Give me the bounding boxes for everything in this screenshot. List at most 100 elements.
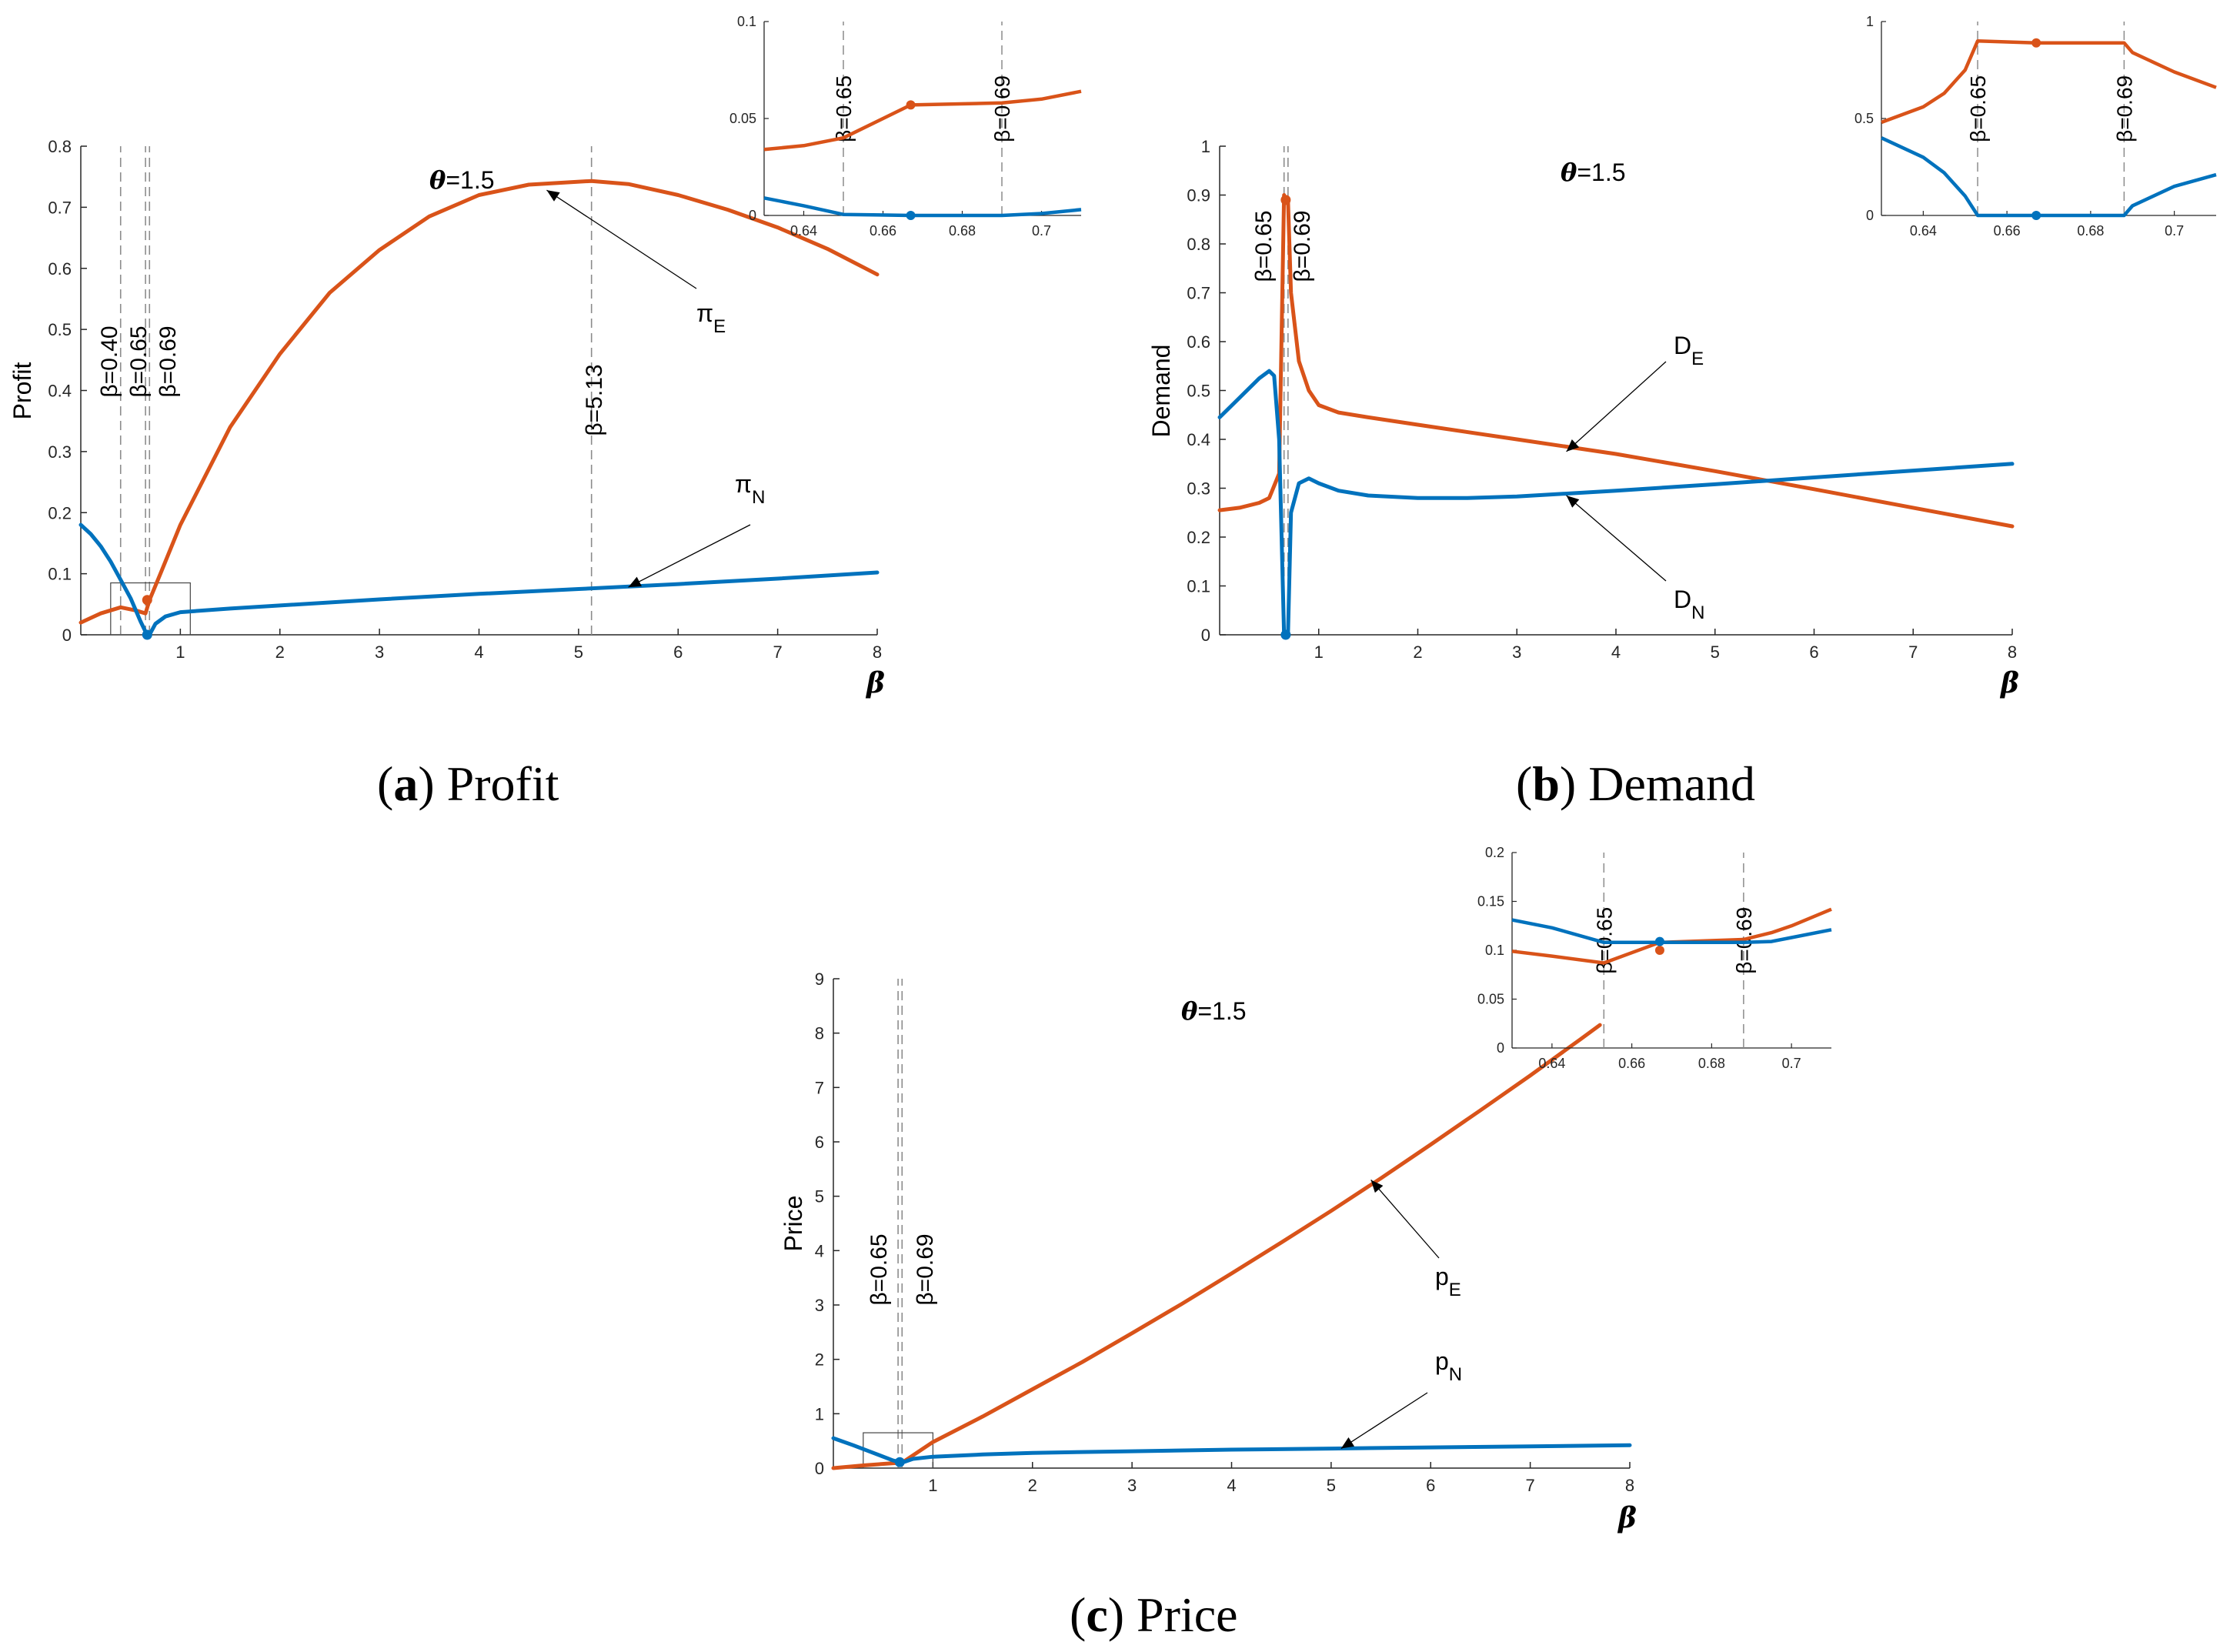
- vline-label: β=0.65: [866, 1233, 892, 1305]
- inset-x-tick-label: 0.64: [1910, 223, 1937, 239]
- vline-label: β=0.69: [1290, 210, 1315, 282]
- series-annotation: DN: [1674, 586, 1704, 623]
- y-tick-label: 0.8: [48, 137, 72, 156]
- annotation-subscript: E: [713, 316, 726, 337]
- inset-y-tick-label: 0.1: [1485, 943, 1504, 958]
- annotation-arrow: [546, 189, 697, 289]
- x-tick-label: 2: [275, 642, 285, 662]
- x-axis-label: β: [1617, 1502, 1637, 1534]
- caption-open: (: [1516, 756, 1532, 811]
- x-tick-label: 2: [1413, 642, 1422, 662]
- y-tick-label: 0.4: [1187, 430, 1210, 449]
- y-tick-label: 0.7: [48, 198, 72, 217]
- caption-text: Demand: [1588, 756, 1755, 811]
- y-axis-label: Price: [779, 1196, 807, 1252]
- y-tick-label: 0.2: [48, 503, 72, 522]
- arrow-head: [1566, 496, 1580, 508]
- vline-label: β=5.13: [582, 364, 607, 436]
- y-tick-label: 0: [1201, 626, 1210, 645]
- annotation-subscript: E: [1691, 349, 1704, 369]
- annotation-subscript: N: [1691, 602, 1704, 623]
- inset-y-tick-label: 1: [1866, 14, 1874, 29]
- inset-vline-label: β=0.69: [990, 75, 1014, 142]
- vline-label: β=0.69: [155, 325, 181, 397]
- theta-label: θ=1.5: [1181, 996, 1247, 1026]
- arrow-head: [1370, 1180, 1384, 1193]
- series-annotation: pE: [1435, 1263, 1461, 1300]
- caption-open: (: [1070, 1587, 1086, 1642]
- y-tick-label: 0.7: [1187, 284, 1210, 303]
- x-tick-label: 5: [574, 642, 583, 662]
- y-tick-label: 0.3: [1187, 479, 1210, 499]
- x-tick-label: 4: [1611, 642, 1621, 662]
- annotation-symbol: D: [1674, 586, 1691, 613]
- x-tick-label: 7: [773, 642, 783, 662]
- y-tick-label: 8: [815, 1024, 824, 1043]
- y-tick-label: 0.9: [1187, 186, 1210, 205]
- inset-series-line-N: [1881, 136, 2217, 218]
- inset-plot: 0.64 0.66 0.68 0.7 0 0.05 0.1 β=0.65 β=0.69: [729, 14, 1082, 239]
- vline-label: β=0.65: [126, 325, 152, 397]
- x-tick-label: 1: [175, 642, 185, 662]
- inset-marker-point-E: [906, 100, 916, 110]
- x-tick-label: 6: [1809, 642, 1818, 662]
- vline-label: β=0.69: [913, 1233, 938, 1305]
- y-tick-label: 0.2: [1187, 528, 1210, 547]
- inset-y-tick-label: 0: [1497, 1040, 1504, 1056]
- annotation-arrow: [1566, 495, 1667, 582]
- series-line-N: [78, 522, 880, 637]
- annotation-symbol: p: [1435, 1263, 1449, 1290]
- x-tick-label: 8: [1625, 1476, 1634, 1495]
- inset-vline-label: β=0.69: [2112, 75, 2136, 142]
- x-tick-label: 7: [1526, 1476, 1535, 1495]
- y-tick-label: 5: [815, 1187, 824, 1206]
- x-tick-label: 6: [673, 642, 683, 662]
- caption-close: ): [418, 756, 446, 811]
- inset-y-tick-label: 0.2: [1485, 845, 1504, 860]
- y-tick-label: 0.1: [1187, 577, 1210, 596]
- series-line-E: [78, 179, 880, 625]
- inset-y-tick-label: 0.1: [737, 14, 756, 29]
- y-axis-label: Profit: [8, 362, 36, 420]
- theta-symbol: θ: [1561, 158, 1577, 187]
- panel-caption: (b) Demand: [1516, 756, 1755, 811]
- marker-point-N: [1280, 629, 1291, 640]
- inset-vline-label: β=0.65: [1966, 75, 1990, 142]
- y-tick-label: 1: [1201, 137, 1210, 156]
- inset-marker-point-N: [906, 211, 916, 220]
- annotation-symbol: π: [735, 470, 752, 498]
- y-tick-label: 0.6: [1187, 332, 1210, 352]
- annotation-symbol: π: [696, 299, 713, 327]
- inset-plot: 0.64 0.66 0.68 0.7 0 0.5 1 β=0.65 β=0.69: [1854, 14, 2217, 239]
- caption-letter: a: [393, 756, 418, 811]
- annotation-arrow: [1340, 1392, 1428, 1450]
- marker-point-E: [1280, 195, 1291, 205]
- arrow-head: [546, 190, 560, 202]
- inset-series-line-N: [1511, 918, 1832, 945]
- inset-x-tick-label: 0.68: [1698, 1056, 1725, 1071]
- annotation-subscript: N: [1449, 1364, 1462, 1385]
- inset-marker-point-E: [2031, 38, 2041, 48]
- y-tick-label: 0.8: [1187, 235, 1210, 254]
- panel-caption: (c) Price: [1070, 1587, 1238, 1642]
- inset-y-tick-label: 0: [1866, 208, 1874, 223]
- marker-point-E: [142, 595, 152, 606]
- marker-point-N: [142, 629, 152, 640]
- y-tick-label: 0.5: [48, 320, 72, 339]
- y-tick-label: 7: [815, 1078, 824, 1097]
- theta-value: =1.5: [446, 166, 494, 194]
- inset-series-line-E: [1511, 907, 1832, 965]
- x-axis-label: β: [865, 667, 885, 699]
- inset-x-tick-label: 0.68: [949, 223, 976, 239]
- y-tick-label: 2: [815, 1350, 824, 1370]
- x-tick-label: 3: [1127, 1476, 1137, 1495]
- price-panel: 1 2 3 4 5 6 7 8 0 1 2 3 4 5 6 7 8 9 β Price β=0.65 β=0.69 θ=1.…: [779, 845, 1832, 1642]
- y-tick-label: 9: [815, 970, 824, 989]
- series-annotation: DE: [1674, 332, 1704, 369]
- inset-y-tick-label: 0.5: [1854, 111, 1874, 126]
- inset-x-tick-label: 0.7: [1032, 223, 1051, 239]
- x-tick-label: 1: [1314, 642, 1324, 662]
- x-tick-label: 3: [1512, 642, 1521, 662]
- inset-y-tick-label: 0.05: [1477, 992, 1504, 1007]
